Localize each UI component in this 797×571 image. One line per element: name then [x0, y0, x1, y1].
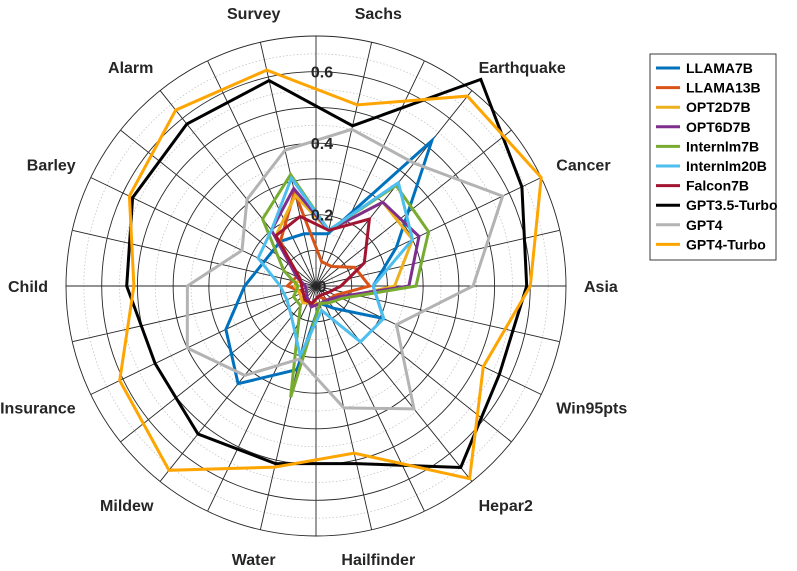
category-label: Barley — [27, 158, 76, 175]
category-label: Survey — [227, 6, 280, 23]
grid-spoke — [207, 60, 317, 287]
category-label: Water — [232, 552, 276, 569]
legend-label: LLAMA7B — [686, 60, 753, 76]
series-internlm20b — [256, 174, 415, 361]
legend-label: Internlm7B — [686, 138, 759, 154]
series-gpt3-5-turbo — [125, 77, 529, 470]
series-gpt4-turbo — [118, 68, 543, 481]
grid-spoke — [72, 285, 317, 343]
grid-spoke — [259, 42, 317, 287]
tick-label: 0.4 — [311, 136, 333, 153]
legend-label: OPT6D7B — [686, 119, 751, 135]
series-gpt4 — [185, 127, 505, 411]
tick-label: 0.2 — [311, 208, 333, 225]
category-label: Alarm — [108, 60, 153, 77]
category-label: Cancer — [556, 158, 610, 175]
grid-spoke — [90, 285, 317, 395]
tick-label: 0 — [318, 279, 327, 296]
grid-spoke — [315, 60, 425, 287]
legend-label: LLAMA13B — [686, 80, 761, 96]
grid-spoke — [259, 285, 317, 530]
tick-label: 0.6 — [311, 65, 333, 82]
category-label: Child — [8, 279, 48, 296]
legend-label: GPT4 — [686, 217, 723, 233]
grid-spoke — [315, 42, 373, 287]
legend-label: Falcon7B — [686, 178, 749, 194]
grid-spoke — [315, 285, 542, 395]
category-label: Earthquake — [479, 60, 566, 77]
grid-spoke — [315, 285, 473, 482]
grid-spoke — [72, 229, 317, 287]
radar-series — [118, 68, 543, 481]
category-label: Hepar2 — [479, 498, 533, 515]
grid-spoke — [120, 129, 317, 287]
category-label: Sachs — [355, 6, 402, 23]
category-label: Asia — [584, 279, 618, 296]
legend-label: Internlm20B — [686, 158, 767, 174]
category-label: Win95pts — [556, 401, 627, 418]
legend-label: OPT2D7B — [686, 99, 751, 115]
series-falcon7b — [273, 214, 372, 306]
radar-tick-labels: 0 0.2 0.4 0.6 — [311, 65, 333, 296]
legend-label: GPT3.5-Turbo — [686, 197, 778, 213]
legend: LLAMA7B LLAMA13B OPT2D7B OPT6D7B Internlm7B I… — [649, 53, 778, 261]
legend-label: GPT4-Turbo — [686, 236, 766, 252]
grid-spoke — [315, 229, 560, 287]
category-label: Insurance — [0, 401, 76, 418]
category-labels: Sachs Earthquake Cancer Asia Win95pts Hepar2 H… — [0, 6, 627, 569]
category-label: Mildew — [100, 498, 154, 515]
category-label: Hailfinder — [341, 552, 415, 569]
grid-spoke — [315, 285, 425, 512]
